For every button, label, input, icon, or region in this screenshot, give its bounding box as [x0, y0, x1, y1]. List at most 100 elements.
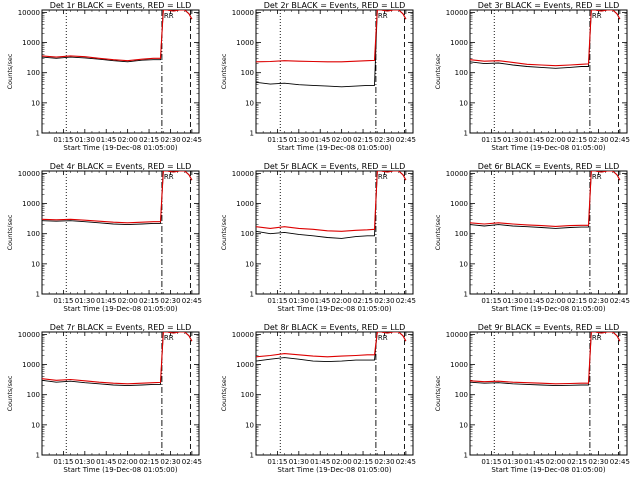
x-tick-label: 02:00: [118, 136, 138, 144]
plot-frame: [469, 170, 628, 295]
x-tick-label: 02:30: [160, 297, 180, 305]
x-tick-label: 01:45: [310, 297, 330, 305]
plot-frame: [469, 9, 628, 134]
lld-series-line: [256, 171, 407, 232]
y-tick-label: 1: [250, 291, 254, 299]
x-tick-label: 01:45: [96, 458, 116, 466]
rr-marker-label: RR: [378, 12, 388, 20]
panel-title: Det 6r BLACK = Events, RED = LLD: [478, 162, 620, 171]
plot-frame: [255, 9, 414, 134]
x-tick-label: 02:45: [182, 136, 202, 144]
y-tick-label: 1000: [22, 39, 40, 47]
y-tick-label: 10: [245, 99, 254, 107]
y-tick-label: 1000: [450, 361, 468, 369]
x-tick-label: 01:45: [310, 136, 330, 144]
x-axis-label: Start Time (19-Dec-08 01:05:00): [63, 305, 177, 313]
x-tick-label: 01:15: [481, 297, 501, 305]
y-tick-label: 10000: [232, 9, 254, 17]
lld-series-line: [256, 332, 407, 358]
y-tick-label: 100: [455, 391, 468, 399]
rr-marker-label: RR: [592, 334, 602, 342]
panel-title: Det 8r BLACK = Events, RED = LLD: [264, 323, 406, 332]
y-tick-label: 1000: [236, 361, 254, 369]
plot-frame: [469, 331, 628, 456]
x-tick-label: 02:45: [610, 136, 630, 144]
events-series-line: [42, 171, 193, 226]
x-tick-label: 01:15: [53, 458, 73, 466]
y-tick-label: 100: [27, 69, 40, 77]
panel-6: Det 6r BLACK = Events, RED = LLD 1 10 100 10…: [434, 162, 630, 313]
y-tick-label: 100: [455, 69, 468, 77]
lld-series-line: [42, 171, 193, 224]
x-tick-label: 02:15: [139, 297, 159, 305]
y-tick-label: 1000: [450, 200, 468, 208]
y-axis-label: Counts/sec: [6, 214, 14, 250]
rr-marker-label: RR: [592, 173, 602, 181]
x-tick-label: 02:45: [396, 458, 416, 466]
y-tick-label: 100: [27, 391, 40, 399]
y-tick-label: 1: [250, 130, 254, 138]
x-tick-label: 01:45: [524, 297, 544, 305]
x-tick-label: 01:15: [53, 297, 73, 305]
y-tick-label: 1000: [22, 200, 40, 208]
x-tick-label: 02:15: [139, 458, 159, 466]
lld-series-line: [42, 10, 193, 62]
y-tick-label: 10: [245, 421, 254, 429]
x-tick-label: 02:15: [139, 136, 159, 144]
x-tick-label: 02:00: [546, 297, 566, 305]
x-tick-label: 02:30: [588, 297, 608, 305]
panel-5: Det 5r BLACK = Events, RED = LLD 1 10 100 10…: [220, 162, 416, 313]
y-tick-label: 1000: [22, 361, 40, 369]
x-tick-label: 01:30: [75, 458, 95, 466]
plot-frame: [255, 331, 414, 456]
rr-marker-label: RR: [378, 334, 388, 342]
x-tick-label: 01:30: [503, 297, 523, 305]
x-tick-label: 01:30: [503, 136, 523, 144]
panel-2: Det 2r BLACK = Events, RED = LLD 1 10 100 10…: [220, 1, 416, 152]
x-tick-label: 01:30: [75, 297, 95, 305]
x-tick-label: 01:15: [53, 136, 73, 144]
events-series-line: [470, 10, 621, 69]
panel-8: Det 8r BLACK = Events, RED = LLD 1 10 100 10…: [220, 323, 416, 474]
x-tick-label: 02:45: [396, 297, 416, 305]
panel-3: Det 3r BLACK = Events, RED = LLD 1 10 100 10…: [434, 1, 630, 152]
x-axis-label: Start Time (19-Dec-08 01:05:00): [63, 144, 177, 152]
x-tick-label: 02:30: [160, 458, 180, 466]
rr-marker-label: RR: [592, 12, 602, 20]
x-axis-label: Start Time (19-Dec-08 01:05:00): [491, 144, 605, 152]
y-tick-label: 1: [464, 130, 468, 138]
panel-4: Det 4r BLACK = Events, RED = LLD 1 10 100 10…: [6, 162, 202, 313]
x-tick-label: 01:45: [524, 458, 544, 466]
x-tick-label: 02:15: [353, 136, 373, 144]
y-axis-label: Counts/sec: [6, 53, 14, 89]
x-tick-label: 02:15: [567, 297, 587, 305]
panel-title: Det 2r BLACK = Events, RED = LLD: [264, 1, 406, 10]
y-tick-label: 100: [241, 391, 254, 399]
y-tick-label: 10000: [232, 170, 254, 178]
lld-series-line: [470, 171, 621, 227]
y-tick-label: 10000: [446, 331, 468, 339]
panel-title: Det 3r BLACK = Events, RED = LLD: [478, 1, 620, 10]
panel-title: Det 4r BLACK = Events, RED = LLD: [50, 162, 192, 171]
panel-title: Det 5r BLACK = Events, RED = LLD: [264, 162, 406, 171]
x-axis-label: Start Time (19-Dec-08 01:05:00): [277, 466, 391, 474]
y-axis-label: Counts/sec: [434, 375, 442, 411]
x-tick-label: 01:15: [267, 297, 287, 305]
x-tick-label: 01:30: [503, 458, 523, 466]
events-series-line: [470, 332, 621, 387]
y-tick-label: 10: [31, 99, 40, 107]
y-tick-label: 100: [241, 69, 254, 77]
x-tick-label: 02:30: [374, 458, 394, 466]
y-tick-label: 1: [464, 452, 468, 460]
y-tick-label: 10: [31, 260, 40, 268]
x-tick-label: 02:00: [332, 136, 352, 144]
y-axis-label: Counts/sec: [6, 375, 14, 411]
y-axis-label: Counts/sec: [434, 214, 442, 250]
x-axis-label: Start Time (19-Dec-08 01:05:00): [491, 466, 605, 474]
panel-1: Det 1r BLACK = Events, RED = LLD 1 10 100 10…: [6, 1, 202, 152]
x-tick-label: 01:45: [96, 297, 116, 305]
x-tick-label: 02:15: [567, 458, 587, 466]
y-axis-label: Counts/sec: [220, 214, 228, 250]
x-tick-label: 02:30: [588, 458, 608, 466]
plot-frame: [41, 331, 200, 456]
